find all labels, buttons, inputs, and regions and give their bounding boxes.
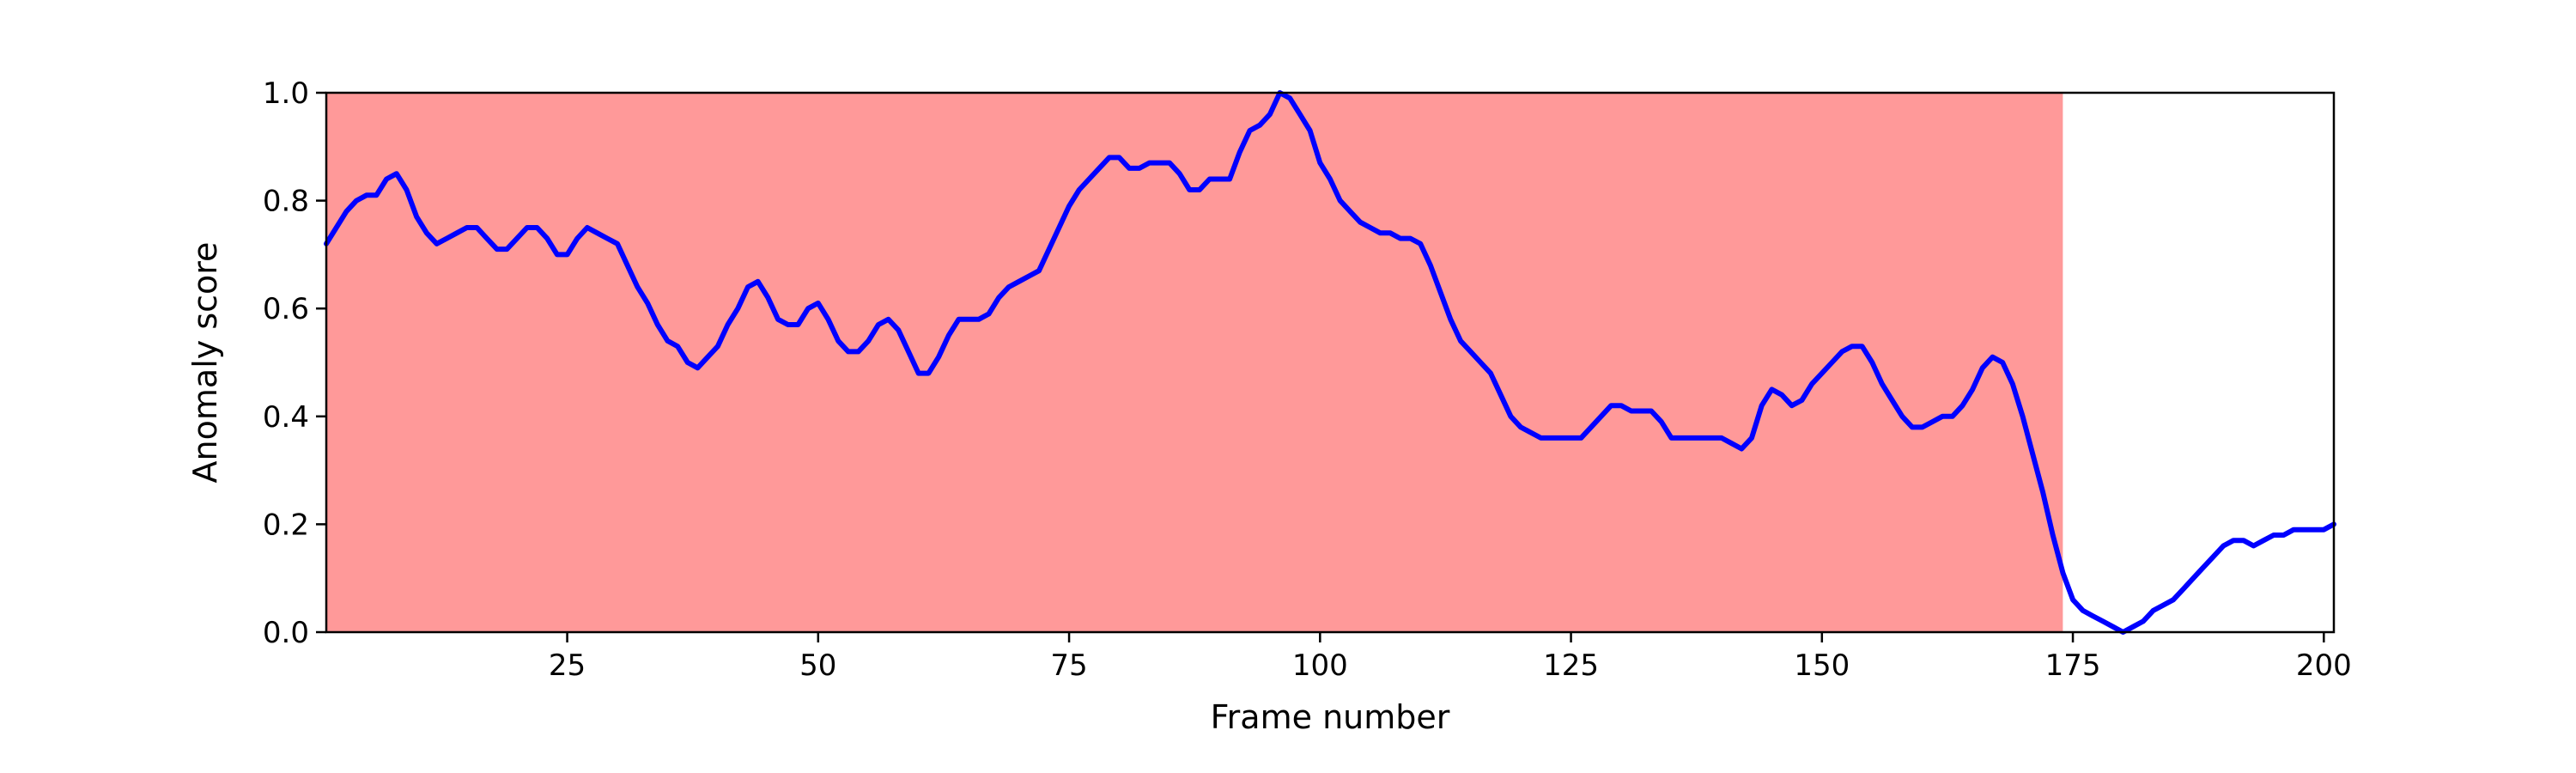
x-tick-label: 100 <box>1292 648 1348 683</box>
y-tick-label: 0.6 <box>263 292 309 326</box>
x-tick-label: 175 <box>2045 648 2101 683</box>
y-tick-label: 0.2 <box>263 508 309 542</box>
x-axis-label: Frame number <box>1211 698 1450 736</box>
y-axis: 0.0 0.2 0.4 0.6 0.8 1.0 <box>263 76 326 650</box>
x-tick-label: 125 <box>1543 648 1599 683</box>
x-tick-label: 25 <box>549 648 586 683</box>
y-tick-label: 0.8 <box>263 185 309 219</box>
x-axis: 25 50 75 100 125 150 175 200 <box>549 632 2352 683</box>
anomaly-score-line <box>324 90 2336 635</box>
y-tick-label: 1.0 <box>263 76 309 111</box>
x-tick-label: 200 <box>2296 648 2352 683</box>
highlight-region <box>326 93 2063 632</box>
y-tick-label: 0.0 <box>263 616 309 650</box>
x-tick-label: 50 <box>799 648 836 683</box>
plot-area <box>324 90 2336 635</box>
plot-frame <box>325 91 2336 634</box>
x-tick-label: 150 <box>1794 648 1850 683</box>
y-tick-label: 0.4 <box>263 400 309 435</box>
x-tick-label: 75 <box>1050 648 1087 683</box>
y-axis-label: Anomaly score <box>186 242 224 484</box>
